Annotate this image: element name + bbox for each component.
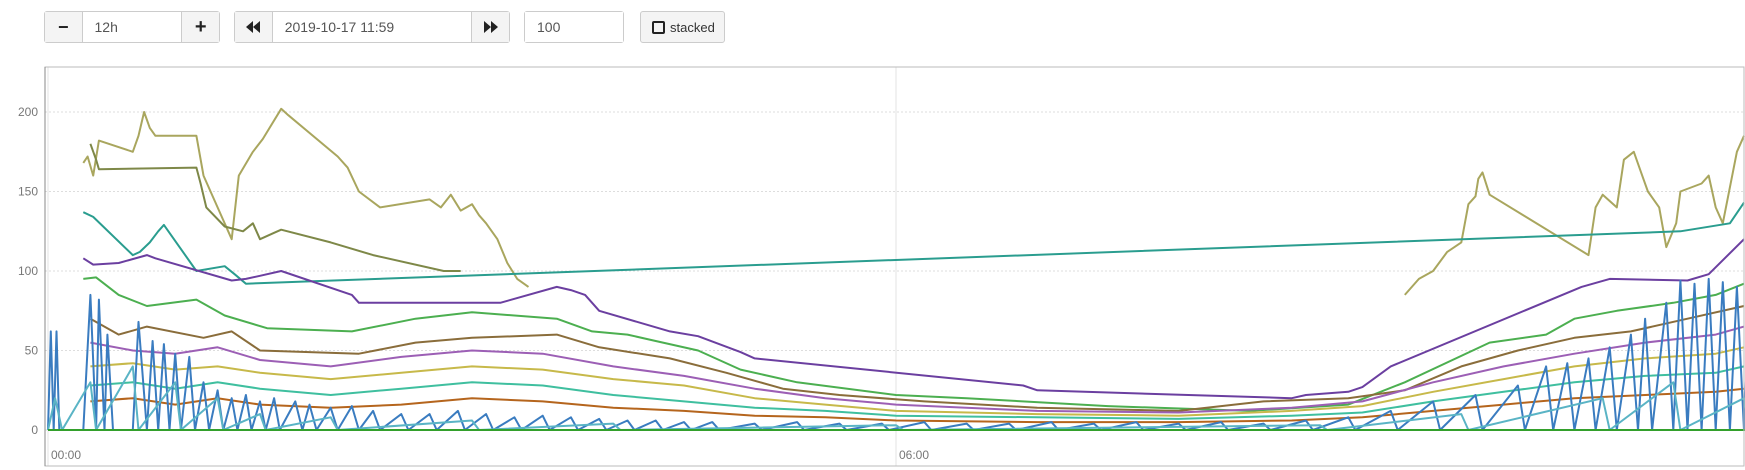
y-tick-label: 100: [18, 264, 38, 278]
step-back-button[interactable]: [235, 12, 273, 42]
series-line-6: [83, 276, 1745, 412]
plus-icon: +: [194, 16, 207, 38]
chart-ticks: 0 50 100 150 200 00:00 06:00: [18, 105, 929, 462]
series-line-5: [82, 238, 1745, 400]
series-line-8: [90, 325, 1745, 414]
y-tick-label: 150: [18, 185, 38, 199]
chart-series: [47, 107, 1745, 431]
series-line-11: [90, 387, 1745, 424]
series-line-9: [90, 346, 1745, 417]
stacked-toggle-button[interactable]: stacked: [640, 11, 725, 43]
series-line-10: [90, 365, 1745, 420]
series-line-7: [89, 305, 1745, 412]
series-line-2: [1404, 135, 1745, 296]
step-forward-button[interactable]: [471, 12, 509, 42]
increase-range-button[interactable]: +: [181, 12, 219, 42]
y-tick-label: 200: [18, 105, 38, 119]
checkbox-icon: [652, 20, 665, 34]
series-line-4: [82, 202, 1745, 285]
end-time-control: 2019-10-17 11:59: [234, 11, 510, 43]
series-line-1: [82, 107, 530, 288]
range-input[interactable]: 12h: [82, 12, 182, 42]
series-line-13: [47, 365, 1745, 431]
double-chevron-left-icon: [246, 21, 261, 33]
series-line-3: [89, 143, 461, 272]
end-time-input[interactable]: 2019-10-17 11:59: [272, 12, 472, 42]
range-control: − 12h +: [44, 11, 220, 43]
double-chevron-right-icon: [483, 21, 498, 33]
stacked-label: stacked: [670, 19, 715, 35]
toolbar: − 12h + 2019-10-17 11:59 100 stacked: [0, 0, 1745, 60]
decrease-range-button[interactable]: −: [45, 12, 83, 42]
resolution-control: 100: [524, 11, 624, 43]
x-tick-label: 00:00: [51, 448, 81, 462]
resolution-input[interactable]: 100: [525, 12, 623, 42]
minus-icon: −: [57, 17, 69, 37]
x-tick-label: 06:00: [899, 448, 929, 462]
y-tick-label: 50: [25, 344, 39, 358]
y-tick-label: 0: [31, 423, 38, 437]
